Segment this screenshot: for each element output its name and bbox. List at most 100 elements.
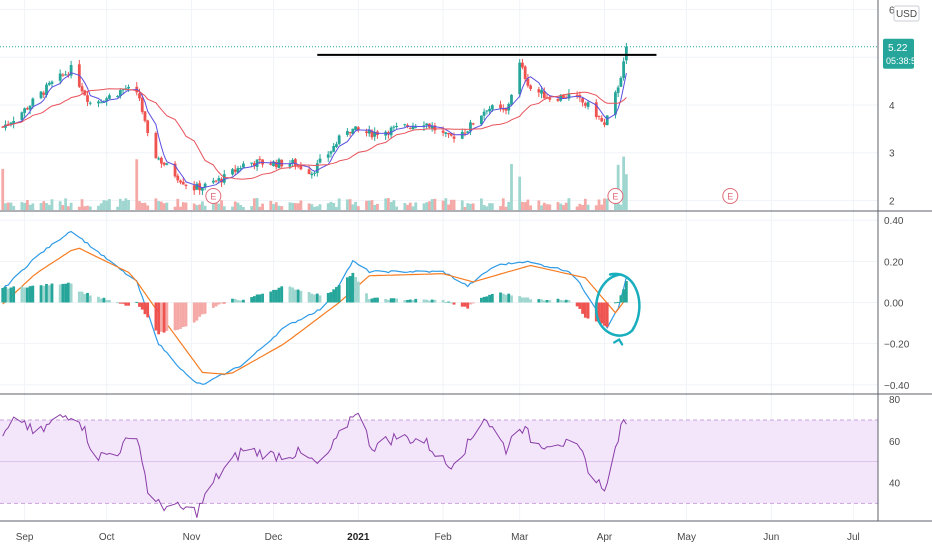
candle-body — [211, 180, 215, 183]
candle-body — [66, 74, 70, 76]
macd-histogram-bar — [250, 297, 254, 303]
macd-histogram-bar — [274, 289, 278, 303]
macd-histogram-bar — [12, 286, 16, 303]
macd-histogram-bar — [176, 302, 180, 330]
candle-body — [444, 132, 448, 134]
macd-histogram-bar — [559, 299, 563, 303]
earnings-marker-label: E — [612, 192, 618, 202]
candle-body — [430, 125, 434, 129]
volume-bar — [159, 201, 163, 210]
candle-body — [540, 90, 543, 94]
candle-body — [567, 93, 571, 99]
volume-bar — [518, 176, 522, 210]
macd-histogram-bar — [28, 286, 32, 303]
volume-bar — [449, 199, 453, 210]
candle-body — [600, 118, 604, 122]
macd-histogram-bar — [548, 300, 552, 303]
macd-histogram-bar — [384, 298, 388, 303]
volume-bar — [411, 206, 415, 210]
macd-histogram-bar — [526, 297, 530, 303]
x-tick-label: Feb — [434, 532, 452, 543]
macd-histogram-bar — [58, 284, 62, 303]
macd-histogram-bar — [395, 298, 399, 303]
macd-histogram-bar — [77, 291, 81, 303]
volume-bar — [154, 198, 158, 210]
volume-bar — [116, 206, 120, 210]
x-tick-label: Nov — [183, 532, 201, 543]
candle-body — [510, 94, 513, 105]
candle-body — [447, 132, 450, 135]
volume-bar — [373, 204, 377, 210]
macd-histogram-bar — [326, 292, 330, 303]
macd-histogram-bar — [124, 302, 128, 306]
volume-bar — [367, 200, 371, 210]
volume-bar — [307, 203, 311, 210]
currency-badge[interactable] — [893, 5, 920, 22]
volume-bar — [356, 206, 360, 210]
volume-bar — [603, 198, 606, 210]
candle-body — [280, 159, 284, 167]
macd-histogram-bar — [545, 299, 549, 303]
candle-body — [39, 91, 43, 99]
candle-body — [365, 131, 368, 134]
macd-histogram-bar — [367, 299, 371, 303]
volume-bar — [4, 203, 7, 210]
volume-bar — [504, 206, 508, 210]
macd-histogram-bar — [252, 296, 256, 303]
macd-histogram-bar — [337, 285, 341, 303]
volume-bar — [66, 206, 70, 210]
candle-body — [315, 163, 319, 173]
candle-body — [255, 159, 259, 167]
macd-histogram-bar — [542, 300, 546, 303]
macd-histogram-bar — [373, 297, 377, 303]
macd-histogram-bar — [173, 302, 177, 331]
volume-bar — [370, 200, 374, 210]
volume-bar — [299, 200, 303, 210]
macd-histogram-bar — [414, 298, 418, 303]
candle-body — [12, 121, 16, 124]
volume-bar — [619, 204, 623, 210]
volume-bar — [192, 203, 196, 210]
macd-histogram-bar — [86, 292, 89, 303]
candle-body — [274, 162, 278, 168]
volume-bar — [269, 200, 273, 210]
x-tick-label: Mar — [511, 532, 529, 543]
macd-line — [2, 230, 627, 385]
macd-histogram-bar — [288, 286, 292, 303]
macd-histogram-bar — [294, 289, 297, 303]
volume-bar — [616, 164, 620, 210]
candle-body — [269, 163, 273, 165]
macd-histogram-bar — [597, 302, 601, 323]
candle-body — [605, 115, 609, 126]
signal-line — [2, 247, 627, 375]
volume-bar — [452, 199, 456, 210]
candle-body — [173, 163, 177, 177]
candle-body — [329, 151, 333, 154]
candle-body — [222, 174, 226, 183]
macd-histogram-bar — [444, 302, 448, 304]
volume-bar — [214, 199, 218, 210]
macd-histogram-bar — [433, 299, 437, 303]
sma-slow-line — [2, 88, 627, 180]
price-tick-label: 4 — [889, 101, 895, 112]
bar-countdown: 05:38:53 — [886, 56, 921, 66]
candle-body — [603, 122, 606, 125]
candle-body — [463, 132, 467, 134]
volume-bar — [351, 204, 355, 210]
macd-histogram-bar — [296, 289, 300, 303]
candle-body — [231, 169, 234, 175]
volume-bar — [162, 203, 166, 210]
candle-body — [392, 126, 396, 128]
volume-bar — [9, 202, 13, 210]
volume-bar — [179, 206, 182, 210]
volume-bar — [176, 198, 180, 210]
volume-bar — [510, 163, 513, 210]
candle-body — [403, 124, 407, 126]
volume-bar — [444, 198, 448, 210]
volume-bar — [184, 202, 188, 210]
macd-histogram-bar — [99, 298, 103, 303]
x-tick-label: 2021 — [347, 532, 370, 543]
macd-histogram-bar — [351, 272, 355, 303]
volume-bar — [318, 204, 322, 210]
